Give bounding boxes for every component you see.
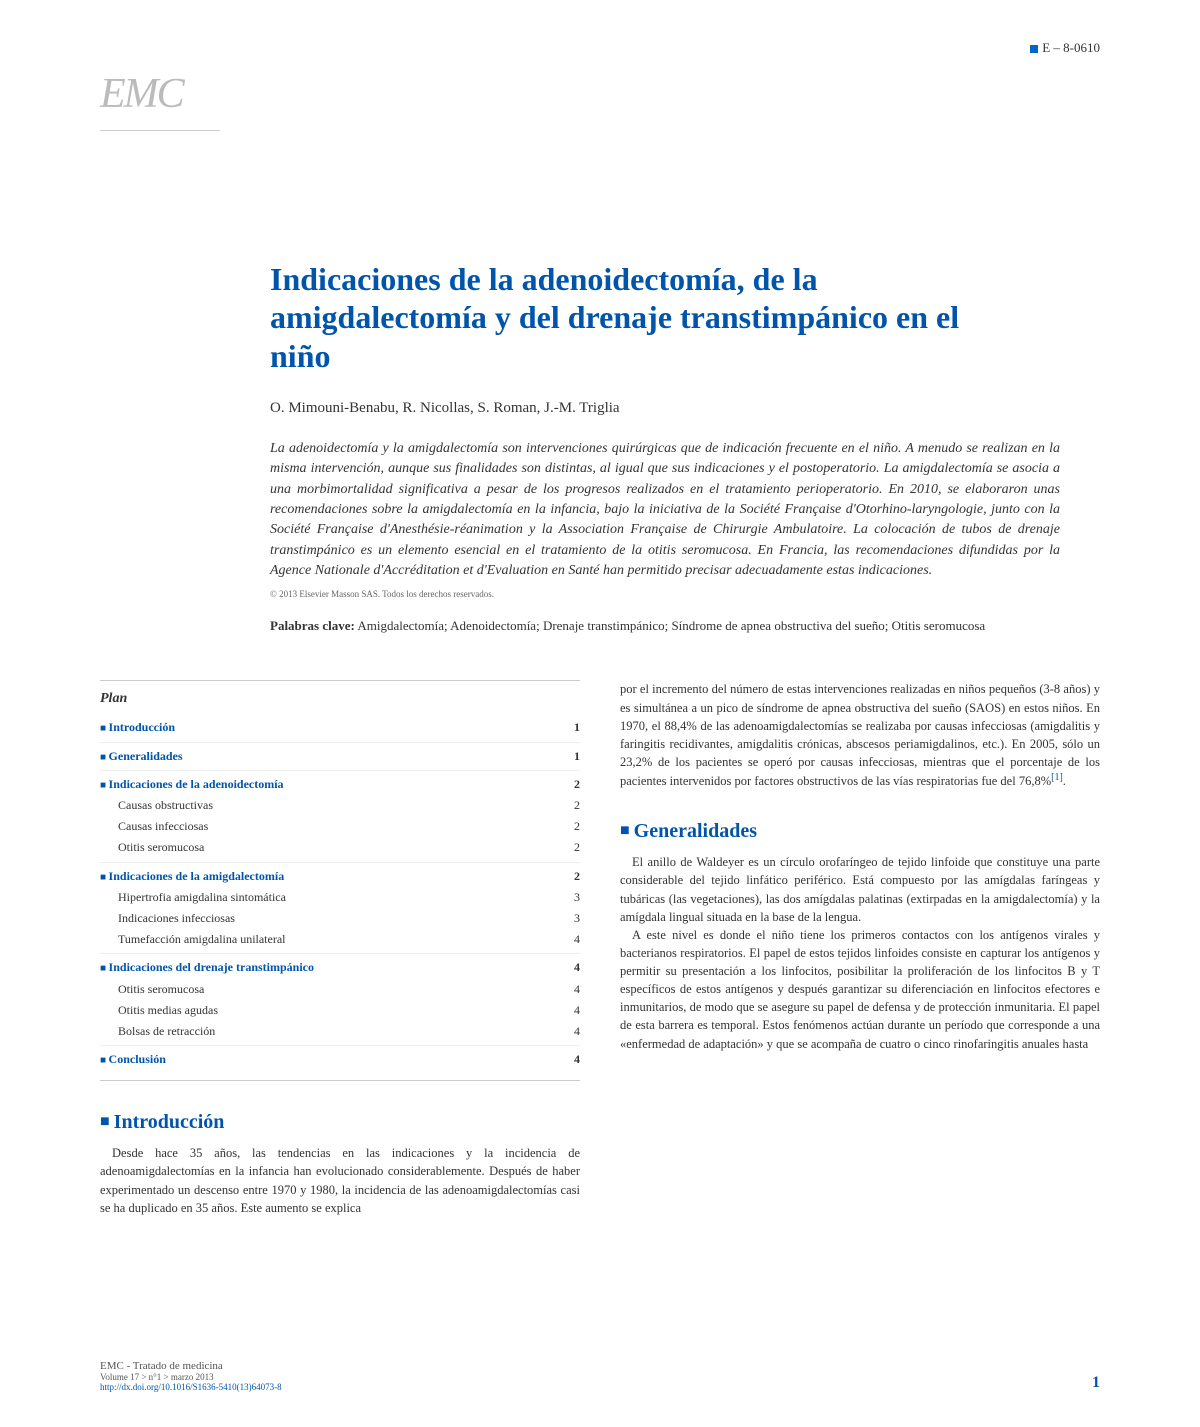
authors-list: O. Mimouni-Benabu, R. Nicollas, S. Roman… [270,400,1100,417]
keywords-block: Palabras clave: Amigdalectomía; Adenoide… [270,617,1060,635]
citation-ref[interactable]: [1] [1051,772,1063,783]
footer-doi-link[interactable]: http://dx.doi.org/10.1016/S1636-5410(13)… [100,1382,282,1392]
plan-divider [100,953,580,954]
plan-item[interactable]: Conclusión 4 [100,1049,580,1070]
continuation-text: por el incremento del número de estas in… [620,682,1100,788]
plan-item-label: Indicaciones de la adenoidectomía [100,775,284,794]
plan-item-page: 4 [574,958,580,977]
plan-item-page: 2 [574,867,580,886]
footer-journal: EMC - Tratado de medicina [100,1360,282,1372]
plan-item[interactable]: Hipertrofia amigdalina sintomática 3 [100,887,580,908]
plan-item[interactable]: Otitis seromucosa 4 [100,979,580,1000]
plan-item-page: 1 [574,718,580,737]
plan-divider [100,742,580,743]
plan-item[interactable]: Causas obstructivas 2 [100,795,580,816]
continuation-paragraph: por el incremento del número de estas in… [620,680,1100,790]
plan-item-page: 3 [574,909,580,928]
article-code: E – 8-0610 [1030,40,1100,56]
plan-item[interactable]: Indicaciones de la amigdalectomía 2 [100,866,580,887]
plan-item[interactable]: Indicaciones de la adenoidectomía 2 [100,774,580,795]
plan-divider [100,1045,580,1046]
left-column: Plan Introducción 1 Generalidades 1 Indicaci… [100,680,580,1216]
section-heading-generalidades: Generalidades [620,820,1100,843]
plan-item[interactable]: Indicaciones infecciosas 3 [100,908,580,929]
article-title: Indicaciones de la adenoidectomía, de la… [270,260,970,375]
plan-item-page: 2 [574,796,580,815]
plan-item[interactable]: Introducción 1 [100,717,580,738]
plan-item-page: 4 [574,1022,580,1041]
plan-item-page: 2 [574,838,580,857]
footer-volume: Volume 17 > n°1 > marzo 2013 [100,1372,282,1382]
emc-logo: EMC [100,70,183,118]
plan-item-label: Indicaciones infecciosas [118,909,235,928]
plan-item-label: Indicaciones del drenaje transtimpánico [100,958,314,977]
footer-left: EMC - Tratado de medicina Volume 17 > n°… [100,1360,282,1392]
plan-item[interactable]: Causas infecciosas 2 [100,816,580,837]
plan-item-page: 4 [574,1050,580,1069]
plan-item-label: Introducción [100,718,175,737]
plan-divider [100,770,580,771]
keywords-text: Amigdalectomía; Adenoidectomía; Drenaje … [355,618,985,633]
plan-item-label: Causas infecciosas [118,817,208,836]
page-footer: EMC - Tratado de medicina Volume 17 > n°… [100,1360,1100,1392]
copyright-text: © 2013 Elsevier Masson SAS. Todos los de… [270,589,1100,599]
plan-item-page: 4 [574,980,580,999]
plan-item-label: Otitis seromucosa [118,838,204,857]
plan-item-page: 2 [574,775,580,794]
plan-item-label: Hipertrofia amigdalina sintomática [118,888,286,907]
plan-item-page: 4 [574,1001,580,1020]
plan-item-page: 2 [574,817,580,836]
content-columns: Plan Introducción 1 Generalidades 1 Indicaci… [100,680,1100,1216]
plan-title: Plan [100,691,580,707]
plan-item-label: Indicaciones de la amigdalectomía [100,867,284,886]
generalidades-para2: A este nivel es donde el niño tiene los … [620,926,1100,1053]
keywords-label: Palabras clave: [270,618,355,633]
plan-item[interactable]: Bolsas de retracción 4 [100,1021,580,1042]
right-column: por el incremento del número de estas in… [620,680,1100,1216]
plan-item[interactable]: Otitis medias agudas 4 [100,1000,580,1021]
plan-item-label: Generalidades [100,747,183,766]
logo-underline [100,130,220,131]
plan-item-label: Causas obstructivas [118,796,213,815]
plan-item-label: Otitis medias agudas [118,1001,218,1020]
plan-item[interactable]: Otitis seromucosa 2 [100,837,580,858]
plan-item-label: Otitis seromucosa [118,980,204,999]
plan-toc: Plan Introducción 1 Generalidades 1 Indicaci… [100,680,580,1081]
plan-item[interactable]: Indicaciones del drenaje transtimpánico 4 [100,957,580,978]
plan-item[interactable]: Generalidades 1 [100,746,580,767]
plan-item-label: Tumefacción amigdalina unilateral [118,930,286,949]
plan-item-label: Conclusión [100,1050,166,1069]
plan-item-page: 3 [574,888,580,907]
article-code-text: E – 8-0610 [1042,40,1100,55]
code-marker-icon [1030,45,1038,53]
section-heading-introduccion: Introducción [100,1111,580,1134]
intro-paragraph: Desde hace 35 años, las tendencias en la… [100,1144,580,1217]
generalidades-para1: El anillo de Waldeyer es un círculo orof… [620,853,1100,926]
plan-item-page: 4 [574,930,580,949]
plan-item[interactable]: Tumefacción amigdalina unilateral 4 [100,929,580,950]
plan-divider [100,862,580,863]
page-number: 1 [1092,1374,1100,1392]
plan-item-label: Bolsas de retracción [118,1022,215,1041]
abstract-text: La adenoidectomía y la amigdalectomía so… [270,439,1060,581]
plan-item-page: 1 [574,747,580,766]
